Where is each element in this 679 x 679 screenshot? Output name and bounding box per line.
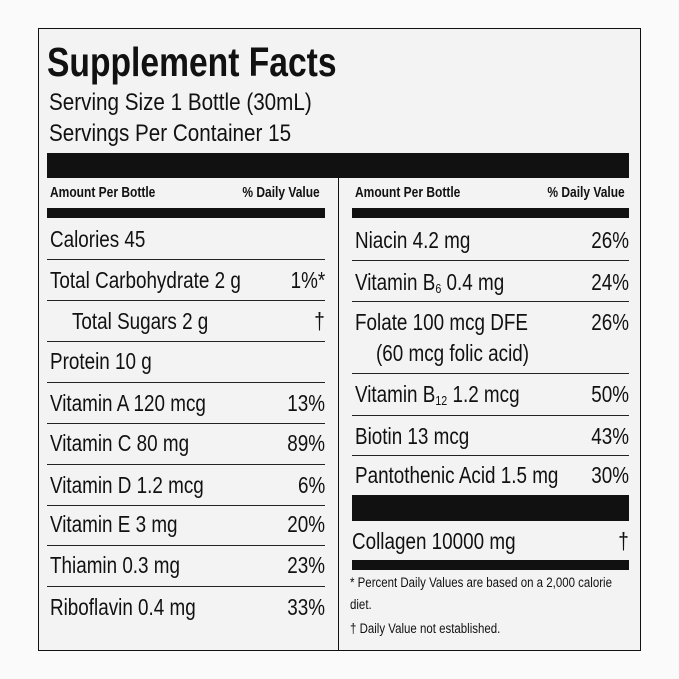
row-label: Thiamin 0.3 mg <box>50 552 180 578</box>
thick-bar <box>47 208 325 218</box>
row-line <box>352 301 629 302</box>
header-amount: Amount Per Bottle <box>50 184 156 201</box>
header-dv: % Daily Value <box>242 184 320 201</box>
row-label: Vitamin E 3 mg <box>50 511 178 537</box>
row-dv: † <box>618 528 629 554</box>
label-subscript: 12 <box>435 393 448 408</box>
row-label: Calories 45 <box>50 226 146 252</box>
label-text: Vitamin B <box>355 381 436 407</box>
label-subscript: 6 <box>435 281 442 296</box>
row-line <box>47 341 325 342</box>
row-dv: 30% <box>591 462 629 488</box>
row-line <box>352 455 629 456</box>
row-dv: 50% <box>591 381 629 407</box>
footnote: * Percent Daily Values are based on a 2,… <box>350 575 612 612</box>
thick-bar <box>352 208 629 218</box>
row-line <box>47 505 325 506</box>
footnote: † Daily Value not established. <box>350 621 501 636</box>
row-line <box>47 259 325 260</box>
thick-bar <box>352 560 629 570</box>
row-dv: 26% <box>591 309 629 335</box>
row-line <box>352 373 629 374</box>
row-dv: 89% <box>287 430 325 456</box>
thick-bar <box>47 153 629 178</box>
row-dv: 33% <box>287 594 325 620</box>
row-label: Protein 10 g <box>50 348 152 374</box>
row-line <box>47 545 325 546</box>
row-label: Vitamin B6 0.4 mg <box>355 270 504 301</box>
row-label: Riboflavin 0.4 mg <box>50 594 196 620</box>
row-label: Vitamin B12 1.2 mcg <box>355 382 520 413</box>
row-label: Total Sugars 2 g <box>72 308 209 334</box>
servings-per-container: Servings Per Container 15 <box>49 120 292 147</box>
row-dv: † <box>314 308 325 334</box>
row-label: Niacin 4.2 mg <box>355 227 471 253</box>
label-text: Vitamin B <box>355 269 436 295</box>
row-dv: 20% <box>287 511 325 537</box>
row-label: Vitamin A 120 mcg <box>50 390 206 416</box>
row-label: Vitamin C 80 mg <box>50 430 190 456</box>
row-dv: 6% <box>297 472 325 498</box>
row-line <box>47 586 325 587</box>
thick-bar <box>352 495 629 521</box>
label-text: 0.4 mg <box>446 269 505 295</box>
row-line <box>47 382 325 383</box>
row-dv: 43% <box>591 423 629 449</box>
row-line <box>352 415 629 416</box>
label-border <box>38 28 641 651</box>
label-text: 1.2 mcg <box>452 381 520 407</box>
column-divider <box>338 178 339 651</box>
row-dv: 24% <box>591 269 629 295</box>
row-label: Biotin 13 mcg <box>355 423 470 449</box>
row-label: Total Carbohydrate 2 g <box>50 267 241 293</box>
row-dv: 13% <box>287 390 325 416</box>
row-line <box>352 260 629 261</box>
row-label: Folate 100 mcg DFE <box>355 309 528 335</box>
row-line <box>47 423 325 424</box>
row-label: Vitamin D 1.2 mcg <box>50 472 204 498</box>
header-dv: % Daily Value <box>547 184 625 201</box>
row-dv: 26% <box>591 227 629 253</box>
header-amount: Amount Per Bottle <box>355 184 461 201</box>
row-dv: 1%* <box>290 267 325 293</box>
row-line <box>47 464 325 465</box>
title: Supplement Facts <box>47 39 337 85</box>
row-label: Collagen 10000 mg <box>352 528 516 554</box>
row-label-line2: (60 mcg folic acid) <box>376 340 530 366</box>
serving-size: Serving Size 1 Bottle (30mL) <box>49 89 312 116</box>
row-line <box>47 300 325 301</box>
row-label: Pantothenic Acid 1.5 mg <box>355 462 559 488</box>
row-dv: 23% <box>287 552 325 578</box>
